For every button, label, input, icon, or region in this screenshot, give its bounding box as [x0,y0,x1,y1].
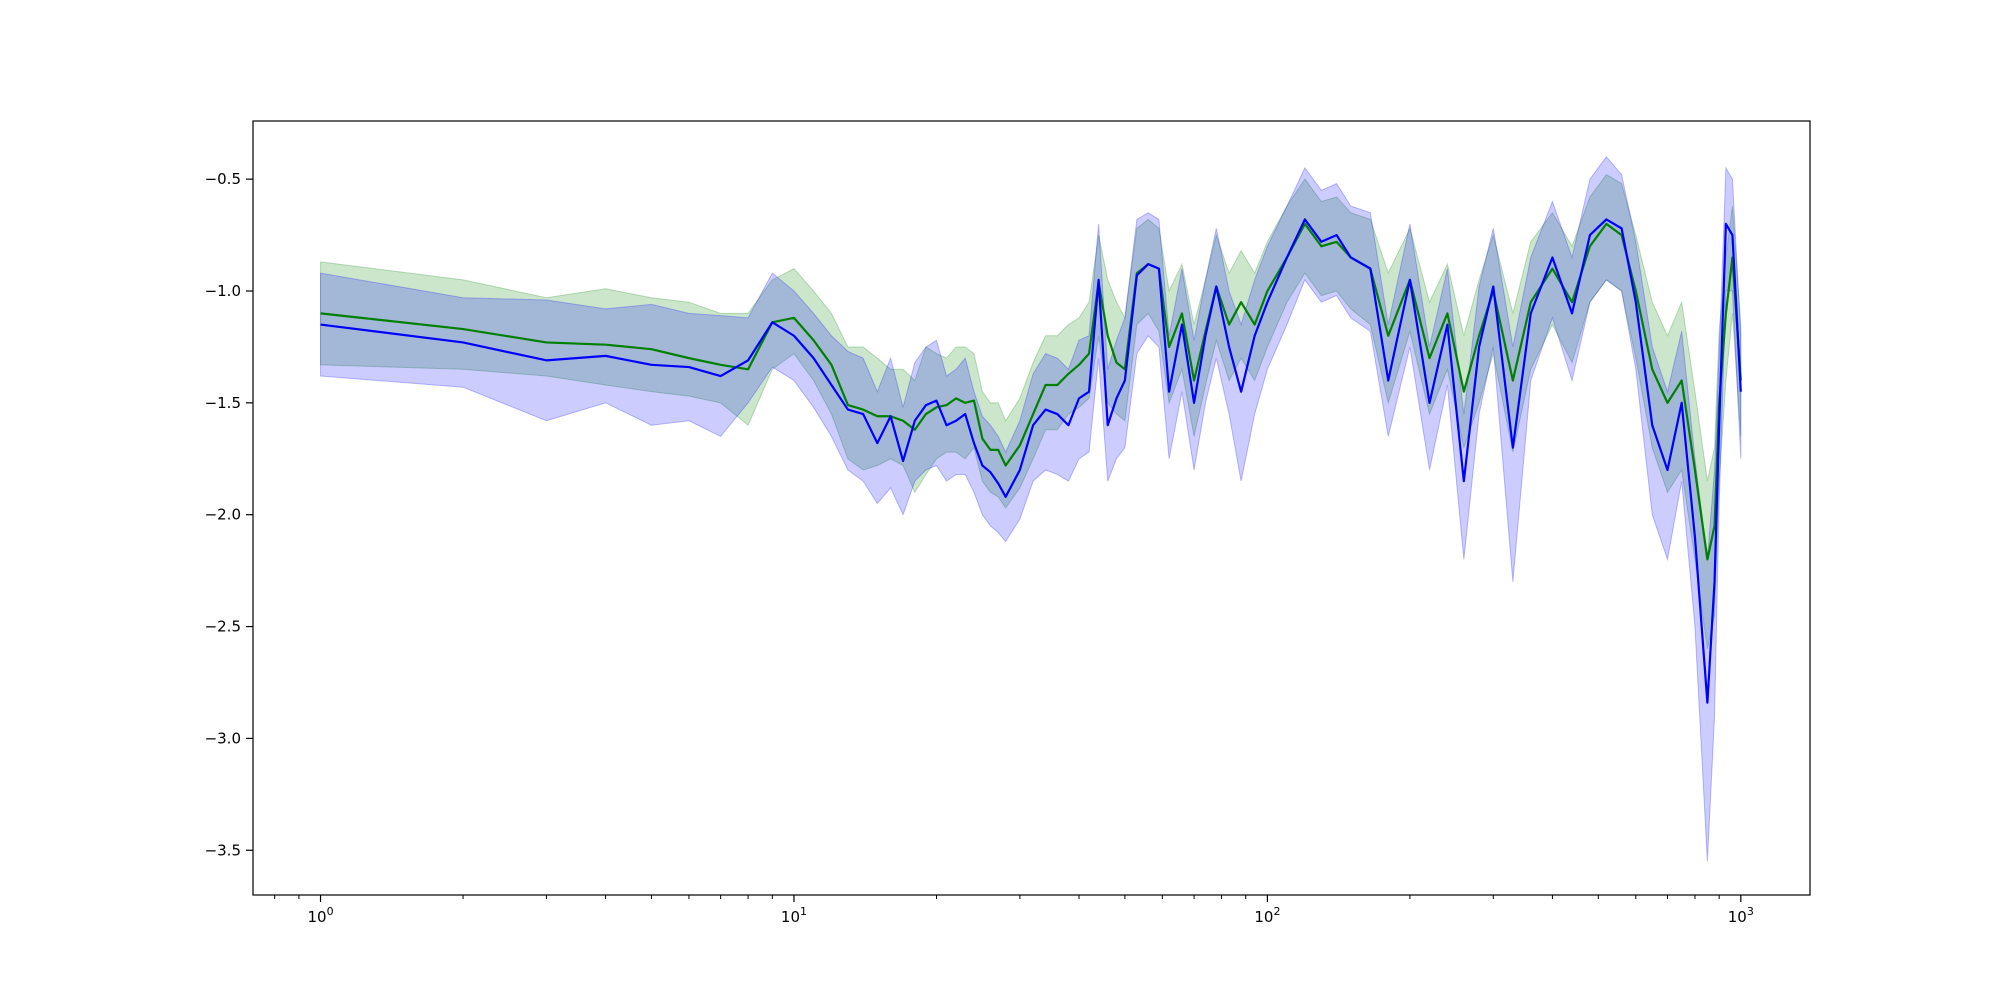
x-axis: 100 101 102 103 [274,895,1754,926]
x-tick-label: 102 [1254,905,1280,926]
y-axis: −0.5 −1.0 −1.5 −2.0 −2.5 −3.0 −3.5 [205,170,253,859]
plot-frame [252,120,1811,896]
series-lines [320,218,1742,704]
y-tick-label: −2.0 [205,506,241,524]
confidence-bands [320,155,1742,862]
series-2-band [320,155,1742,862]
y-tick-label: −1.5 [205,394,241,412]
y-tick-label: −0.5 [205,170,241,188]
x-tick-label: 103 [1728,905,1754,926]
x-tick-label: 101 [781,905,807,926]
y-tick-label: −3.0 [205,729,241,747]
series-2-line [320,218,1742,704]
series-1-band [320,174,1742,650]
y-tick-label: −1.0 [205,282,241,300]
y-tick-label: −2.5 [205,618,241,636]
x-tick-label: 100 [307,905,333,926]
y-tick-label: −3.5 [205,841,241,859]
